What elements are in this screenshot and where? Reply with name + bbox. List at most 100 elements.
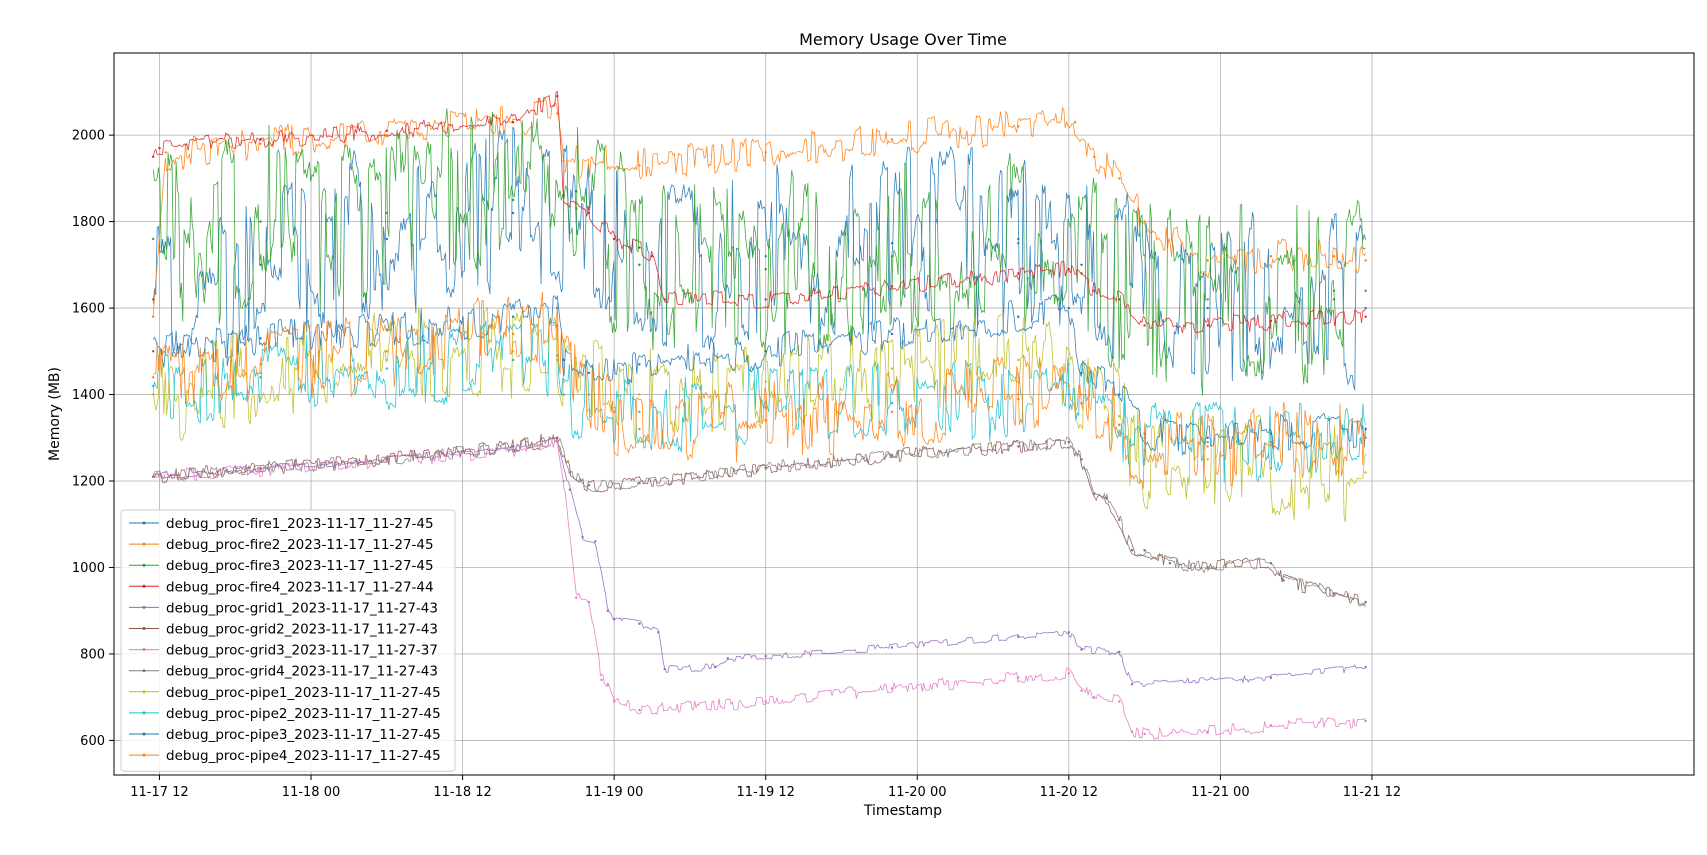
series-point — [152, 393, 155, 396]
series-point — [1364, 315, 1367, 318]
series-line — [152, 108, 1366, 396]
series-point — [1269, 255, 1273, 258]
series-point — [385, 211, 388, 215]
legend-entry: debug_proc-fire2_2023-11-17_11-27-45 — [129, 537, 434, 553]
series-point — [385, 237, 388, 241]
series-point — [1364, 259, 1367, 262]
series-point — [587, 393, 591, 396]
y-tick-label: 2000 — [72, 129, 105, 144]
legend-label: debug_proc-grid4_2023-11-17_11-27-43 — [166, 664, 438, 680]
series-line — [152, 319, 1366, 483]
series-point — [511, 211, 515, 215]
legend-label: debug_proc-fire1_2023-11-17_11-27-45 — [166, 516, 434, 532]
series-point — [587, 484, 591, 487]
series-point — [1067, 393, 1071, 396]
x-axis-title: Timestamp — [863, 803, 942, 819]
series-point — [1092, 155, 1096, 158]
series-point — [890, 453, 894, 457]
legend-label: debug_proc-pipe3_2023-11-17_11-27-45 — [166, 727, 441, 743]
series-point — [1130, 683, 1134, 686]
series-point — [385, 458, 388, 461]
series-point — [1092, 289, 1096, 292]
legend-entry: debug_proc-fire1_2023-11-17_11-27-45 — [129, 516, 434, 532]
legend-entry: debug_proc-grid1_2023-11-17_11-27-43 — [129, 600, 438, 616]
series-point — [1364, 427, 1367, 431]
series-point — [1364, 719, 1367, 723]
series-point — [385, 350, 388, 353]
series-point — [575, 207, 578, 210]
series-point — [556, 440, 559, 444]
series-point — [1143, 220, 1146, 223]
series-point — [1206, 436, 1209, 439]
legend-marker — [142, 584, 146, 588]
legend-marker — [142, 711, 146, 715]
x-tick-label: 11-19 00 — [585, 785, 643, 800]
series-point — [1118, 177, 1121, 180]
series-point — [714, 665, 717, 669]
series-point — [259, 376, 262, 379]
series-point — [587, 371, 591, 375]
series-point — [890, 367, 894, 370]
legend-entry: debug_proc-pipe2_2023-11-17_11-27-45 — [129, 706, 441, 722]
series-point — [1143, 324, 1146, 327]
legend-entry: debug_proc-fire3_2023-11-17_11-27-45 — [129, 558, 434, 574]
series-line — [152, 306, 1366, 523]
legend-label: debug_proc-fire4_2023-11-17_11-27-44 — [166, 579, 434, 595]
series-point — [1080, 263, 1083, 266]
legend-marker — [142, 669, 146, 673]
series-point — [1017, 272, 1020, 275]
series-point — [890, 410, 894, 413]
legend-marker — [142, 732, 146, 736]
legend-marker — [142, 563, 146, 567]
legend-label: debug_proc-fire3_2023-11-17_11-27-45 — [166, 558, 434, 574]
legend-marker — [142, 521, 146, 525]
series-point — [890, 242, 894, 245]
series-line — [153, 436, 1366, 608]
series-point — [1118, 393, 1121, 396]
series-point — [1017, 125, 1020, 128]
series-point — [638, 427, 641, 431]
series-point — [1017, 635, 1020, 638]
series-point — [890, 332, 894, 336]
series-point — [259, 469, 262, 472]
series-point — [1269, 562, 1273, 565]
legend-marker — [142, 648, 146, 652]
series-point — [1105, 497, 1108, 500]
legend-label: debug_proc-grid3_2023-11-17_11-27-37 — [166, 643, 438, 659]
series-line — [153, 433, 1366, 606]
series-point — [1143, 549, 1146, 552]
series-point — [259, 363, 262, 366]
legend-label: debug_proc-pipe1_2023-11-17_11-27-45 — [166, 685, 441, 701]
series-point — [638, 622, 641, 625]
series-point — [562, 159, 565, 163]
series-point — [562, 380, 565, 383]
series-point — [1067, 631, 1071, 634]
series-point — [1206, 324, 1209, 327]
series-point — [385, 358, 388, 362]
series-point — [587, 600, 591, 604]
series-point — [1364, 306, 1367, 310]
series-point — [1017, 242, 1020, 245]
series-point — [1080, 402, 1083, 405]
legend-box — [120, 509, 456, 772]
legend-entry: debug_proc-grid3_2023-11-17_11-27-37 — [129, 643, 438, 659]
series-point — [562, 393, 565, 396]
y-tick-label: 1000 — [72, 561, 105, 576]
series-point — [556, 112, 559, 115]
series-point — [385, 129, 388, 132]
series-point — [1168, 562, 1172, 565]
series-point — [152, 298, 155, 301]
legend-label: debug_proc-fire2_2023-11-17_11-27-45 — [166, 537, 434, 553]
series-9 — [152, 306, 1367, 523]
y-tick-label: 1400 — [72, 388, 105, 403]
series-point — [511, 198, 515, 202]
legend-marker — [142, 627, 146, 630]
series-point — [1269, 432, 1273, 435]
series-8 — [152, 436, 1367, 608]
series-point — [556, 436, 559, 439]
series-point — [764, 298, 767, 301]
series-point — [152, 350, 155, 353]
series-point — [259, 337, 262, 340]
series-point — [1017, 358, 1020, 362]
series-line — [152, 433, 1366, 688]
